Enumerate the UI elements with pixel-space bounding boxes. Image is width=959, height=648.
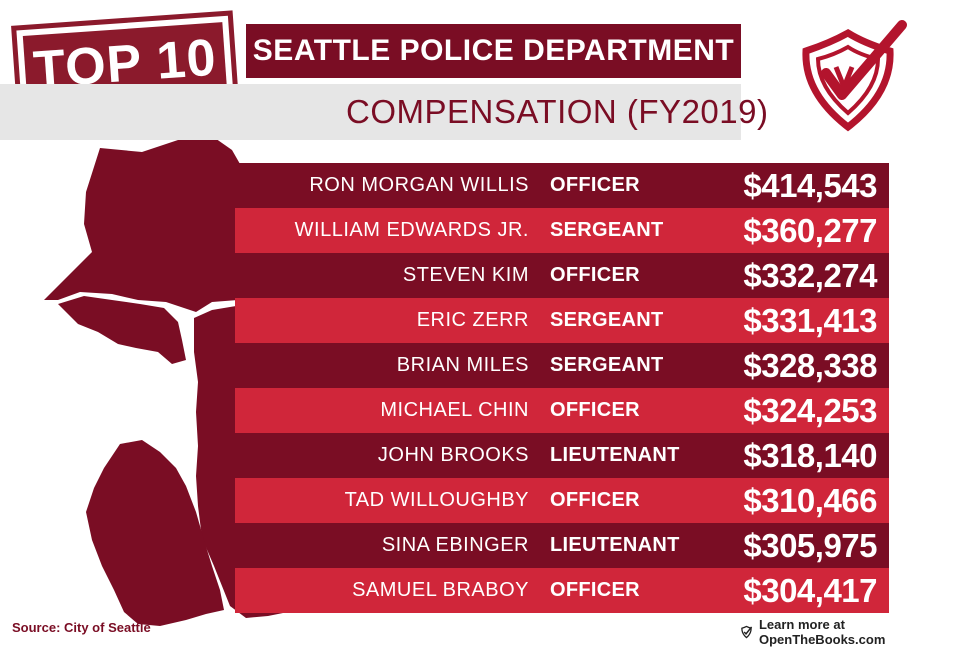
employee-compensation: $328,338 xyxy=(743,346,877,384)
employee-name: SINA EBINGER xyxy=(381,534,529,556)
table-row: RON MORGAN WILLIS OFFICER $414,543 xyxy=(235,163,889,208)
employee-compensation: $414,543 xyxy=(743,166,877,204)
table-row: SAMUEL BRABOY OFFICER $304,417 xyxy=(235,568,889,613)
map-central-region xyxy=(58,296,186,364)
employee-compensation: $310,466 xyxy=(743,481,877,519)
employee-name: SAMUEL BRABOY xyxy=(352,579,529,601)
subtitle-bar xyxy=(0,84,741,140)
table-row: SINA EBINGER LIEUTENANT $305,975 xyxy=(235,523,889,568)
employee-compensation: $332,274 xyxy=(743,256,877,294)
employee-compensation: $360,277 xyxy=(743,211,877,249)
employee-name: BRIAN MILES xyxy=(396,354,529,376)
employee-rank: SERGEANT xyxy=(550,354,664,376)
employee-name: RON MORGAN WILLIS xyxy=(309,174,529,196)
page-title: SEATTLE POLICE DEPARTMENT xyxy=(246,24,741,78)
employee-compensation: $331,413 xyxy=(743,301,877,339)
employee-rank: SERGEANT xyxy=(550,309,664,331)
employee-compensation: $318,140 xyxy=(743,436,877,474)
employee-name: WILLIAM EDWARDS JR. xyxy=(294,219,529,241)
employee-rank: LIEUTENANT xyxy=(550,534,680,556)
employee-name: STEVEN KIM xyxy=(402,264,529,286)
employee-rank: OFFICER xyxy=(550,174,640,196)
employee-compensation: $304,417 xyxy=(743,571,877,609)
employee-rank: OFFICER xyxy=(550,264,640,286)
employee-rank: OFFICER xyxy=(550,579,640,601)
table-row: STEVEN KIM OFFICER $332,274 xyxy=(235,253,889,298)
learn-more-link[interactable]: Learn more at OpenTheBooks.com xyxy=(740,617,959,647)
table-row: WILLIAM EDWARDS JR. SERGEANT $360,277 xyxy=(235,208,889,253)
employee-rank: SERGEANT xyxy=(550,219,664,241)
table-row: TAD WILLOUGHBY OFFICER $310,466 xyxy=(235,478,889,523)
table-row: BRIAN MILES SERGEANT $328,338 xyxy=(235,343,889,388)
check-shield-icon xyxy=(741,625,753,639)
employee-name: MICHAEL CHIN xyxy=(380,399,529,421)
shield-check-icon xyxy=(802,20,907,132)
map-north-region xyxy=(44,136,276,312)
employee-name: JOHN BROOKS xyxy=(377,444,529,466)
employee-compensation: $305,975 xyxy=(743,526,877,564)
employee-rank: OFFICER xyxy=(550,399,640,421)
employee-rank: OFFICER xyxy=(550,489,640,511)
source-note: Source: City of Seattle xyxy=(12,620,151,635)
learn-more-text: Learn more at OpenTheBooks.com xyxy=(758,617,886,647)
page-subtitle: COMPENSATION (FY2019) xyxy=(346,93,769,130)
employee-rank: LIEUTENANT xyxy=(550,444,680,466)
employee-name: TAD WILLOUGHBY xyxy=(344,489,529,511)
employee-compensation: $324,253 xyxy=(743,391,877,429)
table-row: MICHAEL CHIN OFFICER $324,253 xyxy=(235,388,889,433)
table-row: ERIC ZERR SERGEANT $331,413 xyxy=(235,298,889,343)
table-row: JOHN BROOKS LIEUTENANT $318,140 xyxy=(235,433,889,478)
map-west-seattle-region xyxy=(86,440,224,626)
compensation-table: RON MORGAN WILLIS OFFICER $414,543 WILLI… xyxy=(235,163,889,613)
employee-name: ERIC ZERR xyxy=(416,309,529,331)
